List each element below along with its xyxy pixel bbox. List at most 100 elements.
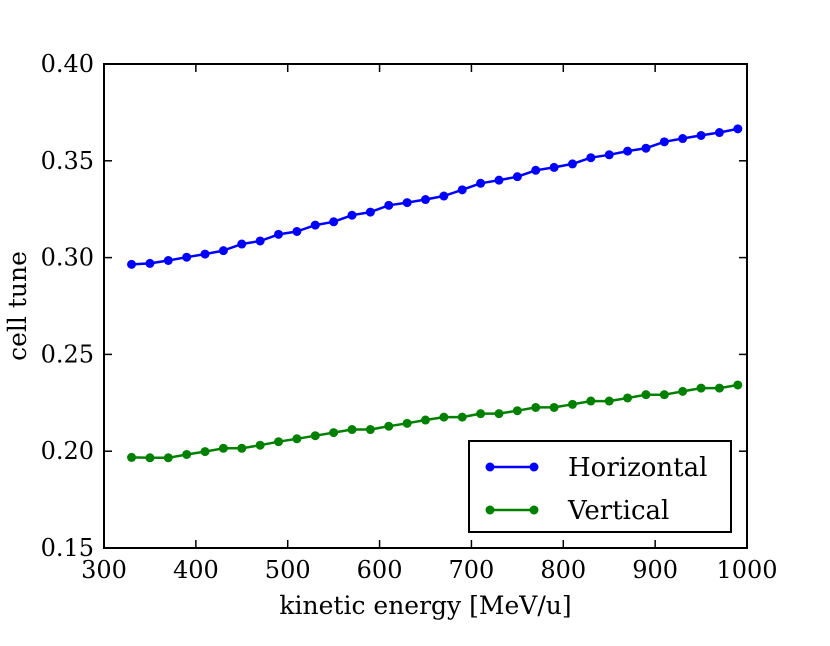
data-point-horizontal: [586, 153, 596, 163]
data-point-horizontal: [494, 175, 504, 185]
data-point-horizontal: [678, 134, 688, 144]
data-point-horizontal: [549, 162, 559, 172]
legend-horizontal-marker: [485, 462, 495, 472]
data-point-vertical: [384, 421, 394, 431]
y-tick-label: 0.35: [41, 147, 94, 175]
data-point-horizontal: [402, 198, 412, 208]
data-point-vertical: [292, 434, 302, 444]
data-point-horizontal: [604, 150, 614, 160]
data-point-vertical: [145, 453, 155, 463]
y-tick-label: 0.30: [41, 244, 94, 272]
series-line-horizontal: [131, 127, 739, 266]
data-point-vertical: [696, 383, 706, 393]
x-axis-label: kinetic energy [MeV/u]: [279, 591, 571, 620]
x-tick-label: 700: [449, 556, 495, 584]
data-point-vertical: [714, 383, 724, 393]
series-line-vertical: [131, 383, 739, 460]
x-tick-label: 900: [632, 556, 678, 584]
data-point-vertical: [641, 390, 651, 400]
x-tick-label: 1000: [716, 556, 777, 584]
data-point-vertical: [567, 399, 577, 409]
data-point-vertical: [494, 409, 504, 419]
data-point-horizontal: [714, 128, 724, 138]
data-point-vertical: [310, 431, 320, 441]
legend-vertical-marker: [485, 505, 495, 515]
data-point-horizontal: [200, 249, 210, 259]
data-point-vertical: [604, 396, 614, 406]
legend-vertical-marker: [529, 505, 539, 515]
y-tick-label: 0.25: [41, 340, 94, 368]
x-tick-label: 400: [173, 556, 219, 584]
data-point-horizontal: [733, 124, 743, 134]
data-point-horizontal: [623, 146, 633, 156]
data-point-horizontal: [310, 220, 320, 230]
data-point-vertical: [623, 393, 633, 403]
x-axis-ticks: 300 400 500 600 700 800 900 1000: [81, 64, 778, 584]
data-point-vertical: [659, 390, 669, 400]
data-point-vertical: [347, 425, 357, 435]
data-point-vertical: [531, 402, 541, 412]
y-tick-label: 0.40: [41, 50, 94, 78]
data-point-vertical: [255, 440, 265, 450]
data-point-horizontal: [237, 239, 247, 249]
data-point-vertical: [163, 453, 173, 463]
data-point-horizontal: [127, 259, 137, 269]
data-point-horizontal: [641, 143, 651, 153]
data-point-vertical: [457, 412, 467, 422]
legend-box: [468, 440, 732, 533]
data-point-vertical: [365, 425, 375, 435]
data-point-horizontal: [439, 191, 449, 201]
data-point-vertical: [218, 443, 228, 453]
data-point-vertical: [512, 406, 522, 416]
data-point-horizontal: [696, 130, 706, 140]
data-point-vertical: [476, 409, 486, 419]
data-point-vertical: [421, 415, 430, 425]
data-point-vertical: [200, 447, 210, 457]
data-point-vertical: [237, 443, 247, 453]
data-point-horizontal: [567, 159, 577, 169]
data-point-horizontal: [531, 165, 541, 175]
series-layer: [127, 124, 743, 463]
data-point-horizontal: [347, 210, 357, 220]
data-point-horizontal: [145, 258, 155, 268]
data-point-vertical: [182, 449, 192, 459]
data-point-vertical: [329, 428, 339, 438]
data-point-horizontal: [218, 246, 228, 256]
data-point-vertical: [127, 452, 137, 462]
data-point-vertical: [549, 402, 559, 412]
legend-horizontal-marker: [529, 462, 539, 472]
data-point-horizontal: [292, 226, 302, 236]
data-point-horizontal: [384, 200, 394, 210]
legend-horizontal-label: Horizontal: [568, 453, 707, 483]
data-point-vertical: [678, 386, 688, 396]
data-point-vertical: [439, 412, 449, 422]
data-point-horizontal: [274, 229, 284, 239]
data-point-horizontal: [659, 137, 669, 147]
data-point-vertical: [274, 437, 284, 447]
data-point-horizontal: [163, 256, 173, 266]
data-point-horizontal: [329, 217, 339, 227]
x-tick-label: 800: [540, 556, 586, 584]
data-point-horizontal: [476, 178, 486, 188]
data-point-horizontal: [512, 172, 522, 182]
y-axis-ticks: 0.15 0.20 0.25 0.30 0.35 0.40: [41, 50, 747, 562]
y-axis-label: cell tune: [3, 251, 32, 361]
plot-area-frame: [103, 63, 748, 549]
data-point-vertical: [402, 418, 412, 428]
y-tick-label: 0.15: [41, 534, 94, 562]
x-tick-label: 300: [81, 556, 127, 584]
data-point-horizontal: [457, 185, 467, 195]
data-point-horizontal: [255, 236, 265, 246]
data-point-vertical: [733, 380, 743, 390]
legend-vertical-label: Vertical: [567, 496, 669, 526]
y-tick-label: 0.20: [41, 437, 94, 465]
data-point-horizontal: [365, 207, 375, 217]
data-point-vertical: [586, 396, 596, 406]
data-point-horizontal: [421, 195, 430, 205]
legend: Horizontal Vertical: [468, 440, 732, 533]
x-tick-label: 500: [265, 556, 311, 584]
data-point-horizontal: [182, 252, 192, 262]
x-tick-label: 600: [357, 556, 403, 584]
